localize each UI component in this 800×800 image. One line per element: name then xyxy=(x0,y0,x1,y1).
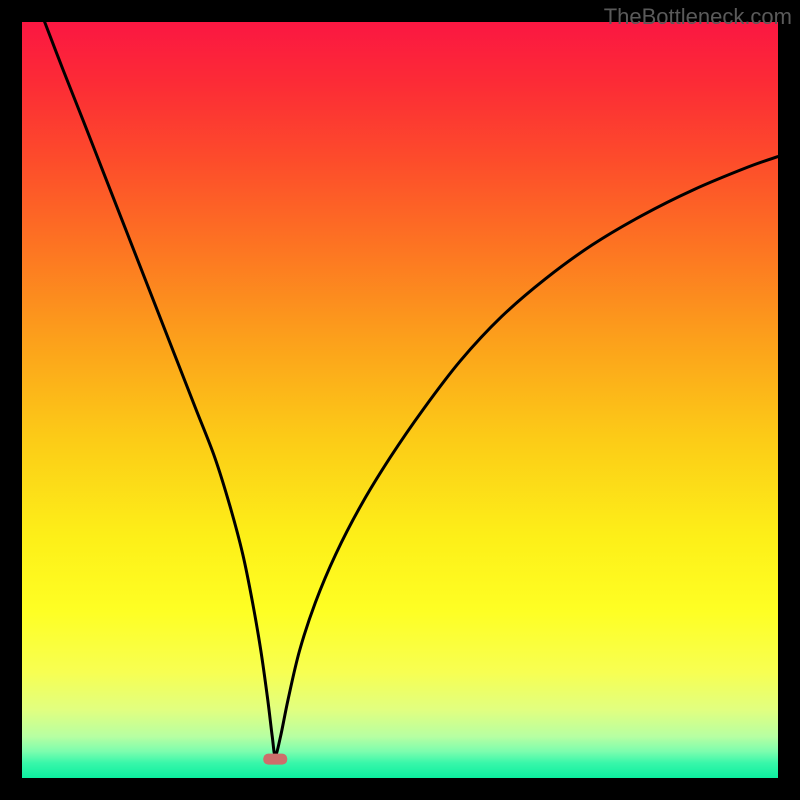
watermark-text: TheBottleneck.com xyxy=(604,4,792,30)
chart-plot-area xyxy=(22,22,778,778)
chart-canvas: TheBottleneck.com xyxy=(0,0,800,800)
bottleneck-chart xyxy=(0,0,800,800)
optimum-marker xyxy=(263,754,287,765)
